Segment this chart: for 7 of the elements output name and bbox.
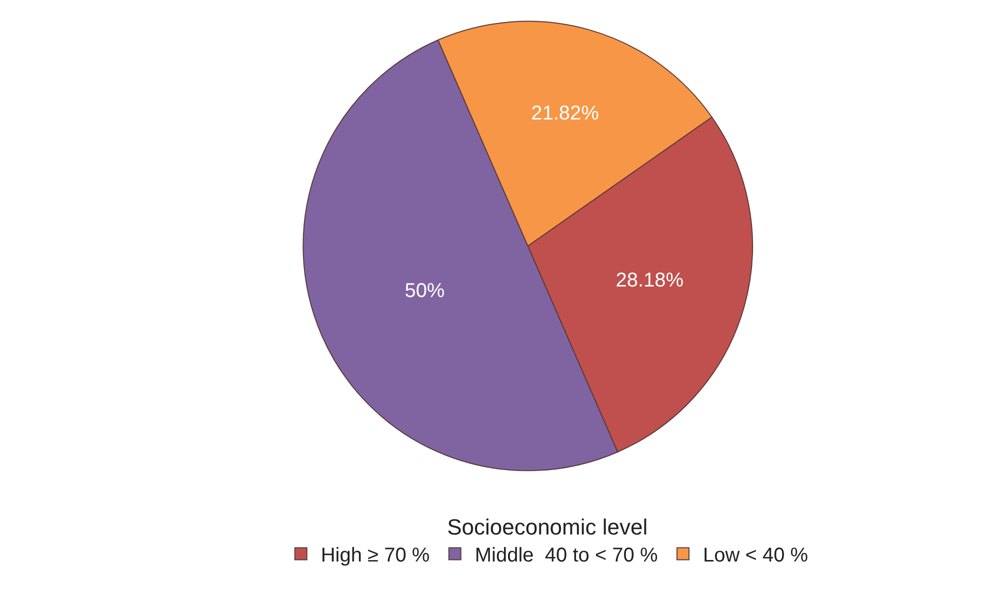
legend-title: Socioeconomic level: [447, 514, 648, 540]
data-label: 50%: [404, 280, 445, 302]
legend-label: Middle 40 to < 70 %: [474, 544, 658, 567]
legend-label: High ≥ 70 %: [320, 544, 430, 567]
data-label: 21.82%: [531, 102, 600, 125]
data-label: 28.18%: [616, 269, 684, 292]
legend-label: Low < 40 %: [702, 544, 808, 567]
